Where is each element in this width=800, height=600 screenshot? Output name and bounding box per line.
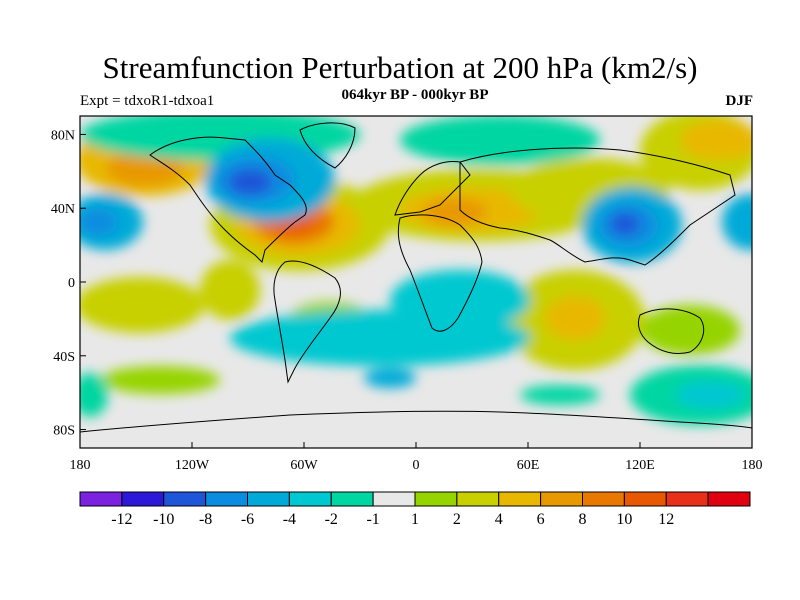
coast-greenland [299,122,356,169]
colorbar-swatch [247,491,290,507]
coast-africa [397,214,483,332]
colorbar-swatch [330,491,374,507]
colorbar-swatch [582,491,625,507]
lon-tick-label: 180 [70,458,91,473]
colorbar-label: -6 [241,511,254,528]
coast-south-america [273,260,341,384]
coast-north-america [149,136,307,263]
coast-europe [394,161,471,216]
colorbar-swatch [121,491,165,507]
field-blobs [80,116,752,425]
colorbar-swatch [623,491,667,507]
experiment-label: Expt = tdxoR1-tdxoa1 [80,93,215,109]
colorbar-swatch [414,491,458,507]
lon-tick-label: 60E [517,458,540,473]
season-label: DJF [725,93,754,109]
chart-title: Streamfunction Perturbation at 200 hPa (… [102,50,698,85]
contour-field [80,116,752,448]
colorbar-label: 10 [616,511,632,528]
colorbar-label: 4 [495,511,503,528]
colorbar-swatch [372,491,416,507]
lat-tick-label: 0 [68,276,75,291]
colorbar-swatch [205,491,248,507]
colorbar-label: -8 [199,511,212,528]
blob-south-pacific-high [80,277,205,333]
coast-antarctica [80,410,752,433]
colorbar-label: -4 [283,511,296,528]
colorbar-label: 6 [537,511,545,528]
coastlines [80,122,752,433]
colorbar-swatch [665,491,709,507]
colorbar-swatch [288,491,332,507]
axis-ticks: 80N 40N 0 40S 80S 180 120W 60W 0 60E 120E 180 [51,128,763,473]
lon-tick-label: 0 [413,458,420,473]
coast-australia [637,308,705,355]
lat-tick-label: 40N [51,202,75,217]
colorbar-label: 2 [453,511,461,528]
coast-asia [459,147,736,266]
lon-tick-label: 120E [625,458,655,473]
lon-tick-label: 120W [175,458,210,473]
colorbar: -12 -10 -8 -6 -4 -2 -1 1 2 4 6 8 10 12 [79,491,751,528]
colorbar-label: -1 [366,511,379,528]
colorbar-swatch [456,491,500,507]
lon-tick-label: 180 [742,458,763,473]
colorbar-swatch [163,491,207,507]
chart-subtitle: 064kyr BP - 000kyr BP [341,87,489,103]
colorbar-label: 12 [658,511,674,528]
colorbar-label: 8 [579,511,587,528]
colorbar-label: 1 [411,511,419,528]
colorbar-label: -2 [325,511,338,528]
lon-tick-label: 60W [290,458,318,473]
lat-tick-label: 80N [51,128,75,143]
colorbar-swatch [540,491,583,507]
colorbar-swatch [707,491,751,507]
colorbar-swatch [79,491,123,507]
colorbar-label: -12 [111,511,132,528]
colorbar-label: -10 [153,511,174,528]
lat-tick-label: 40S [53,350,75,365]
colorbar-swatch [498,491,542,507]
lat-tick-label: 80S [53,424,75,439]
